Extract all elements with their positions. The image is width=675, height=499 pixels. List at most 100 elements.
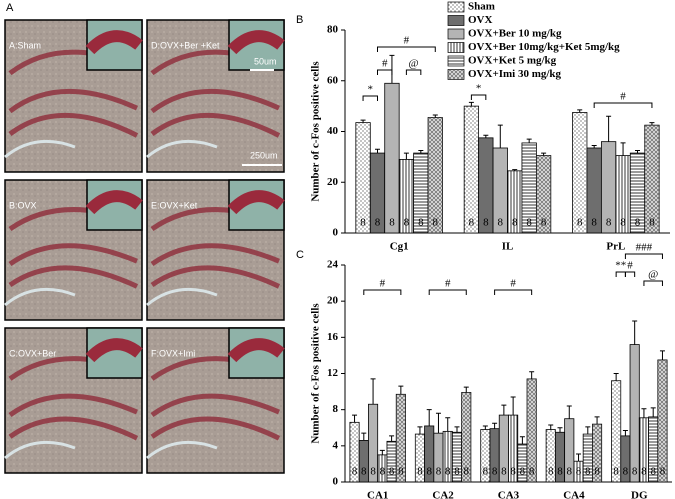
image-label: D:OVX+Ber +Ket — [151, 40, 220, 50]
inset-cells — [85, 190, 143, 215]
bar-pattern — [399, 159, 414, 233]
sample-size: 8 — [641, 466, 647, 478]
bar-pattern — [611, 380, 621, 482]
error-bar — [468, 101, 474, 107]
legend-swatch — [447, 28, 465, 40]
sample-size: 8 — [380, 466, 386, 478]
bar-pattern — [377, 454, 387, 482]
panel-label: A — [6, 2, 14, 14]
sample-size: 8 — [501, 466, 507, 478]
significance-mark: # — [627, 260, 633, 272]
sample-size: 8 — [649, 217, 655, 229]
bar-pattern — [517, 444, 528, 482]
legend-label: Sham — [468, 1, 495, 13]
error-bar — [557, 427, 563, 433]
x-tick-label: CA2 — [432, 490, 454, 499]
sample-size: 8 — [548, 466, 554, 478]
sample-size: 8 — [361, 466, 367, 478]
error-bar — [492, 422, 498, 429]
bar-pattern — [507, 170, 522, 233]
x-tick-label: PrL — [606, 241, 625, 253]
legend-label: OVX+Ber 10mg/kg+Ket 5mg/kg — [468, 41, 620, 53]
legend-label: OVX — [468, 14, 493, 26]
bar-pattern — [452, 432, 462, 482]
y-axis-label: Number of c-Fos positive cells — [310, 303, 322, 444]
stained-layer — [150, 243, 280, 267]
error-bar — [403, 152, 409, 160]
vessel — [146, 440, 218, 460]
sample-size: 8 — [389, 466, 395, 478]
significance-mark: # — [445, 278, 451, 290]
y-tick-label: 16 — [327, 331, 339, 343]
significance-bracket — [494, 289, 533, 295]
sample-size: 8 — [375, 217, 381, 229]
sample-size: 8 — [454, 466, 460, 478]
error-bar — [435, 412, 441, 434]
significance-bracket — [405, 69, 422, 75]
significance-mark: * — [476, 83, 482, 95]
stained-layer — [8, 416, 139, 441]
sample-size: 8 — [650, 466, 656, 478]
x-tick-label: CA3 — [498, 490, 520, 499]
error-bar — [591, 144, 597, 148]
error-bar — [577, 109, 583, 113]
error-bar — [585, 426, 591, 435]
sample-size: 8 — [404, 217, 410, 229]
error-bar — [398, 385, 404, 395]
x-tick-label: CA4 — [563, 490, 585, 499]
legend-pattern — [448, 2, 464, 12]
bar-pattern — [349, 422, 360, 482]
error-bar — [497, 124, 503, 148]
stained-layer — [150, 393, 280, 418]
micrographs: A:Sham D:OVX+Ber +Ket B:OVX E:OVX+Ket C:OVX+… — [4, 19, 285, 474]
significance-mark: @ — [409, 58, 419, 70]
sample-size: 8 — [613, 466, 619, 478]
error-bar — [501, 404, 507, 416]
legend-pattern — [448, 42, 464, 53]
error-bar — [566, 405, 572, 419]
bar-pattern — [583, 434, 593, 482]
y-tick-label: 24 — [327, 259, 339, 271]
bar-pattern — [630, 153, 645, 233]
inset-cells — [227, 338, 285, 363]
y-axis-label: Number of c-Fos positive cells — [310, 61, 322, 202]
bar-pattern — [527, 378, 537, 482]
bar — [384, 82, 400, 234]
legend-pattern — [448, 56, 464, 66]
stained-layer — [150, 416, 281, 441]
sample-size: 8 — [445, 466, 451, 478]
bar-pattern — [644, 125, 660, 233]
bar-pattern — [657, 359, 668, 482]
error-bar — [649, 122, 655, 126]
bar-pattern — [508, 415, 518, 482]
bar-pattern — [546, 429, 556, 482]
stained-layer — [8, 243, 138, 267]
error-bar — [454, 426, 460, 433]
significance-mark: ** — [615, 260, 626, 272]
sample-size: 8 — [567, 466, 573, 478]
vessel — [4, 139, 76, 159]
y-tick-label: 20 — [327, 295, 339, 307]
sample-size: 8 — [529, 466, 535, 478]
sample-size: 8 — [635, 217, 641, 229]
vessel — [146, 287, 218, 307]
bar-pattern — [396, 394, 406, 482]
image-label: A:Sham — [9, 40, 41, 50]
error-bar — [417, 426, 423, 435]
error-bar — [512, 169, 518, 171]
legend-label: OVX+Imi 30 mg/kg — [468, 68, 562, 80]
error-bar — [526, 138, 532, 143]
stained-layer — [8, 393, 138, 418]
error-bar — [418, 150, 424, 154]
error-bar — [445, 417, 451, 432]
significance-bracket — [428, 289, 467, 295]
error-bar — [463, 386, 469, 393]
bar-pattern — [355, 122, 371, 233]
sample-size: 8 — [576, 466, 582, 478]
significance-mark: ### — [636, 242, 653, 254]
y-tick-label: 40 — [327, 125, 339, 137]
x-tick-label: CA1 — [367, 490, 388, 499]
sample-size: 8 — [577, 217, 583, 229]
inset-cells — [227, 30, 285, 55]
